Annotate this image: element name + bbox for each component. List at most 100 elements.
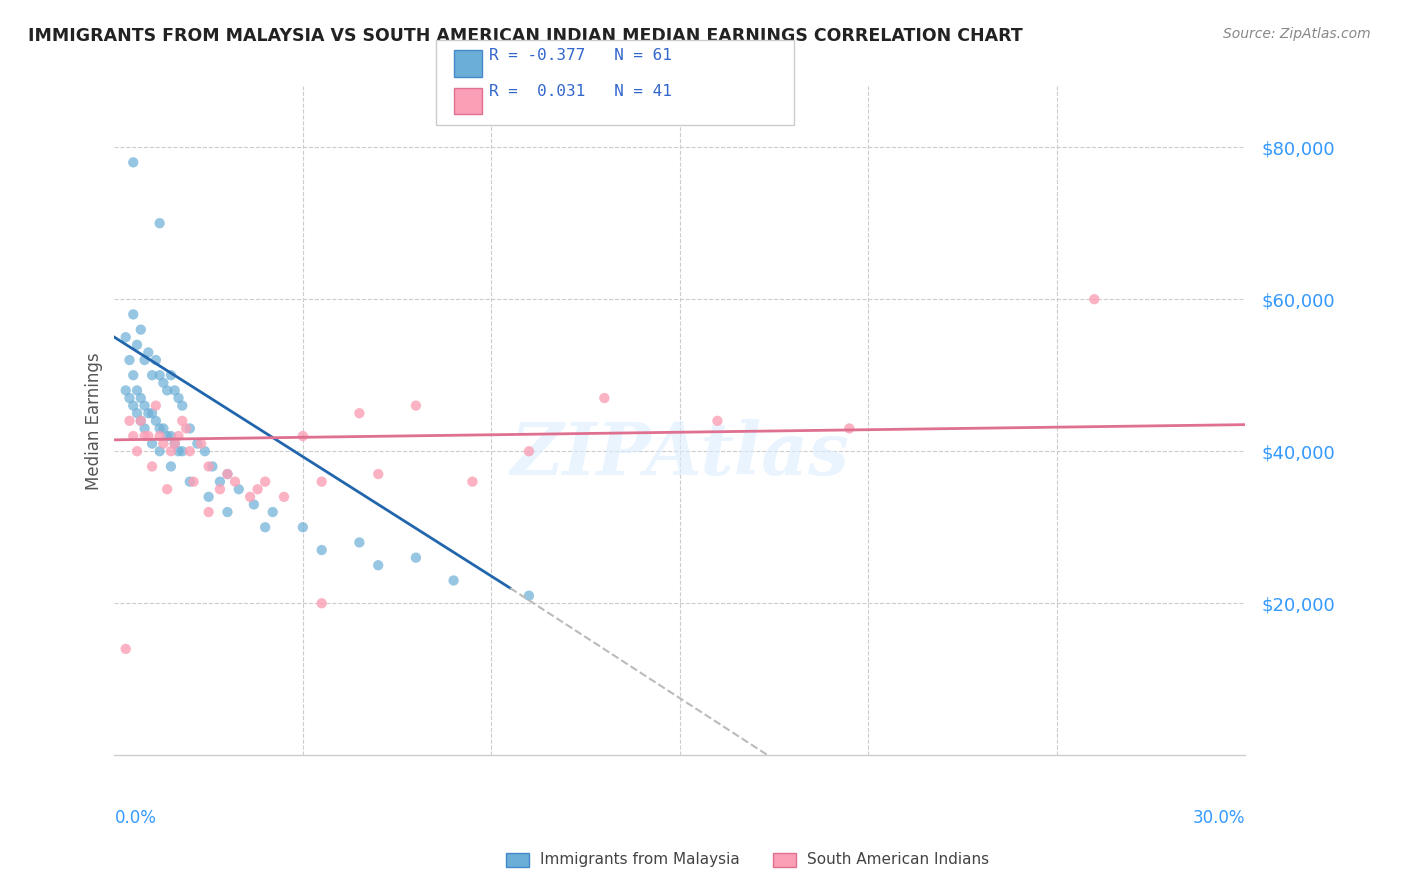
Point xyxy=(194,444,217,458)
Point xyxy=(167,444,190,458)
Point xyxy=(201,459,224,474)
Point xyxy=(208,475,231,489)
Point xyxy=(706,414,728,428)
Point xyxy=(254,520,277,534)
Text: R =  0.031   N = 41: R = 0.031 N = 41 xyxy=(489,84,672,99)
Point xyxy=(125,444,148,458)
Point xyxy=(239,490,262,504)
Point xyxy=(141,436,163,450)
Point xyxy=(114,330,136,344)
Point xyxy=(228,482,250,496)
Point xyxy=(129,391,152,405)
Point xyxy=(443,574,465,588)
Point xyxy=(152,421,174,435)
Text: South American Indians: South American Indians xyxy=(807,853,990,867)
Point xyxy=(160,368,183,383)
Point xyxy=(156,482,179,496)
Point xyxy=(217,467,239,481)
Point xyxy=(517,589,540,603)
Point xyxy=(152,376,174,390)
Text: Source: ZipAtlas.com: Source: ZipAtlas.com xyxy=(1223,27,1371,41)
Point xyxy=(291,520,314,534)
Point xyxy=(517,444,540,458)
Point xyxy=(186,436,208,450)
Point xyxy=(246,482,269,496)
Point xyxy=(122,155,145,169)
Point xyxy=(136,345,159,359)
Point xyxy=(243,498,266,512)
Point xyxy=(262,505,284,519)
Point xyxy=(129,323,152,337)
Y-axis label: Median Earnings: Median Earnings xyxy=(86,352,103,490)
Text: Immigrants from Malaysia: Immigrants from Malaysia xyxy=(540,853,740,867)
Point xyxy=(197,459,219,474)
Point xyxy=(134,421,156,435)
Point xyxy=(311,596,333,610)
Point xyxy=(149,421,172,435)
Point xyxy=(129,414,152,428)
Point xyxy=(145,353,167,368)
Point xyxy=(190,436,212,450)
Point xyxy=(125,338,148,352)
Point xyxy=(152,436,174,450)
Point xyxy=(172,444,194,458)
Point xyxy=(593,391,616,405)
Point xyxy=(149,444,172,458)
Point xyxy=(145,414,167,428)
Point xyxy=(114,384,136,398)
Point xyxy=(125,406,148,420)
Text: IMMIGRANTS FROM MALAYSIA VS SOUTH AMERICAN INDIAN MEDIAN EARNINGS CORRELATION CH: IMMIGRANTS FROM MALAYSIA VS SOUTH AMERIC… xyxy=(28,27,1024,45)
Point xyxy=(224,475,246,489)
Point xyxy=(145,399,167,413)
Point xyxy=(838,421,860,435)
Point xyxy=(291,429,314,443)
Point xyxy=(134,353,156,368)
Point xyxy=(160,459,183,474)
Text: 30.0%: 30.0% xyxy=(1192,808,1246,827)
Point xyxy=(156,384,179,398)
Point xyxy=(134,429,156,443)
Point xyxy=(118,353,141,368)
Point xyxy=(163,436,186,450)
Point xyxy=(163,436,186,450)
Point xyxy=(172,399,194,413)
Point xyxy=(405,399,427,413)
Point xyxy=(141,406,163,420)
Point xyxy=(183,475,205,489)
Point xyxy=(122,307,145,321)
Point xyxy=(136,406,159,420)
Point xyxy=(217,467,239,481)
Point xyxy=(273,490,295,504)
Point xyxy=(367,467,389,481)
Point xyxy=(197,505,219,519)
Point xyxy=(118,414,141,428)
Point xyxy=(179,475,201,489)
Point xyxy=(167,429,190,443)
Point xyxy=(349,535,371,549)
Point xyxy=(129,414,152,428)
Point xyxy=(349,406,371,420)
Text: 0.0%: 0.0% xyxy=(114,808,156,827)
Point xyxy=(208,482,231,496)
Point xyxy=(149,216,172,230)
Text: R = -0.377   N = 61: R = -0.377 N = 61 xyxy=(489,48,672,63)
Point xyxy=(1083,292,1105,306)
Point xyxy=(405,550,427,565)
Point xyxy=(163,384,186,398)
Point xyxy=(179,444,201,458)
Point xyxy=(197,490,219,504)
Point xyxy=(367,558,389,573)
Text: ZIPAtlas: ZIPAtlas xyxy=(510,418,849,490)
Point xyxy=(160,444,183,458)
Point xyxy=(136,429,159,443)
Point xyxy=(149,429,172,443)
Point xyxy=(118,391,141,405)
Point xyxy=(141,368,163,383)
Point xyxy=(172,414,194,428)
Point xyxy=(217,505,239,519)
Point xyxy=(122,429,145,443)
Point xyxy=(122,368,145,383)
Point xyxy=(114,641,136,656)
Point xyxy=(156,429,179,443)
Point xyxy=(125,384,148,398)
